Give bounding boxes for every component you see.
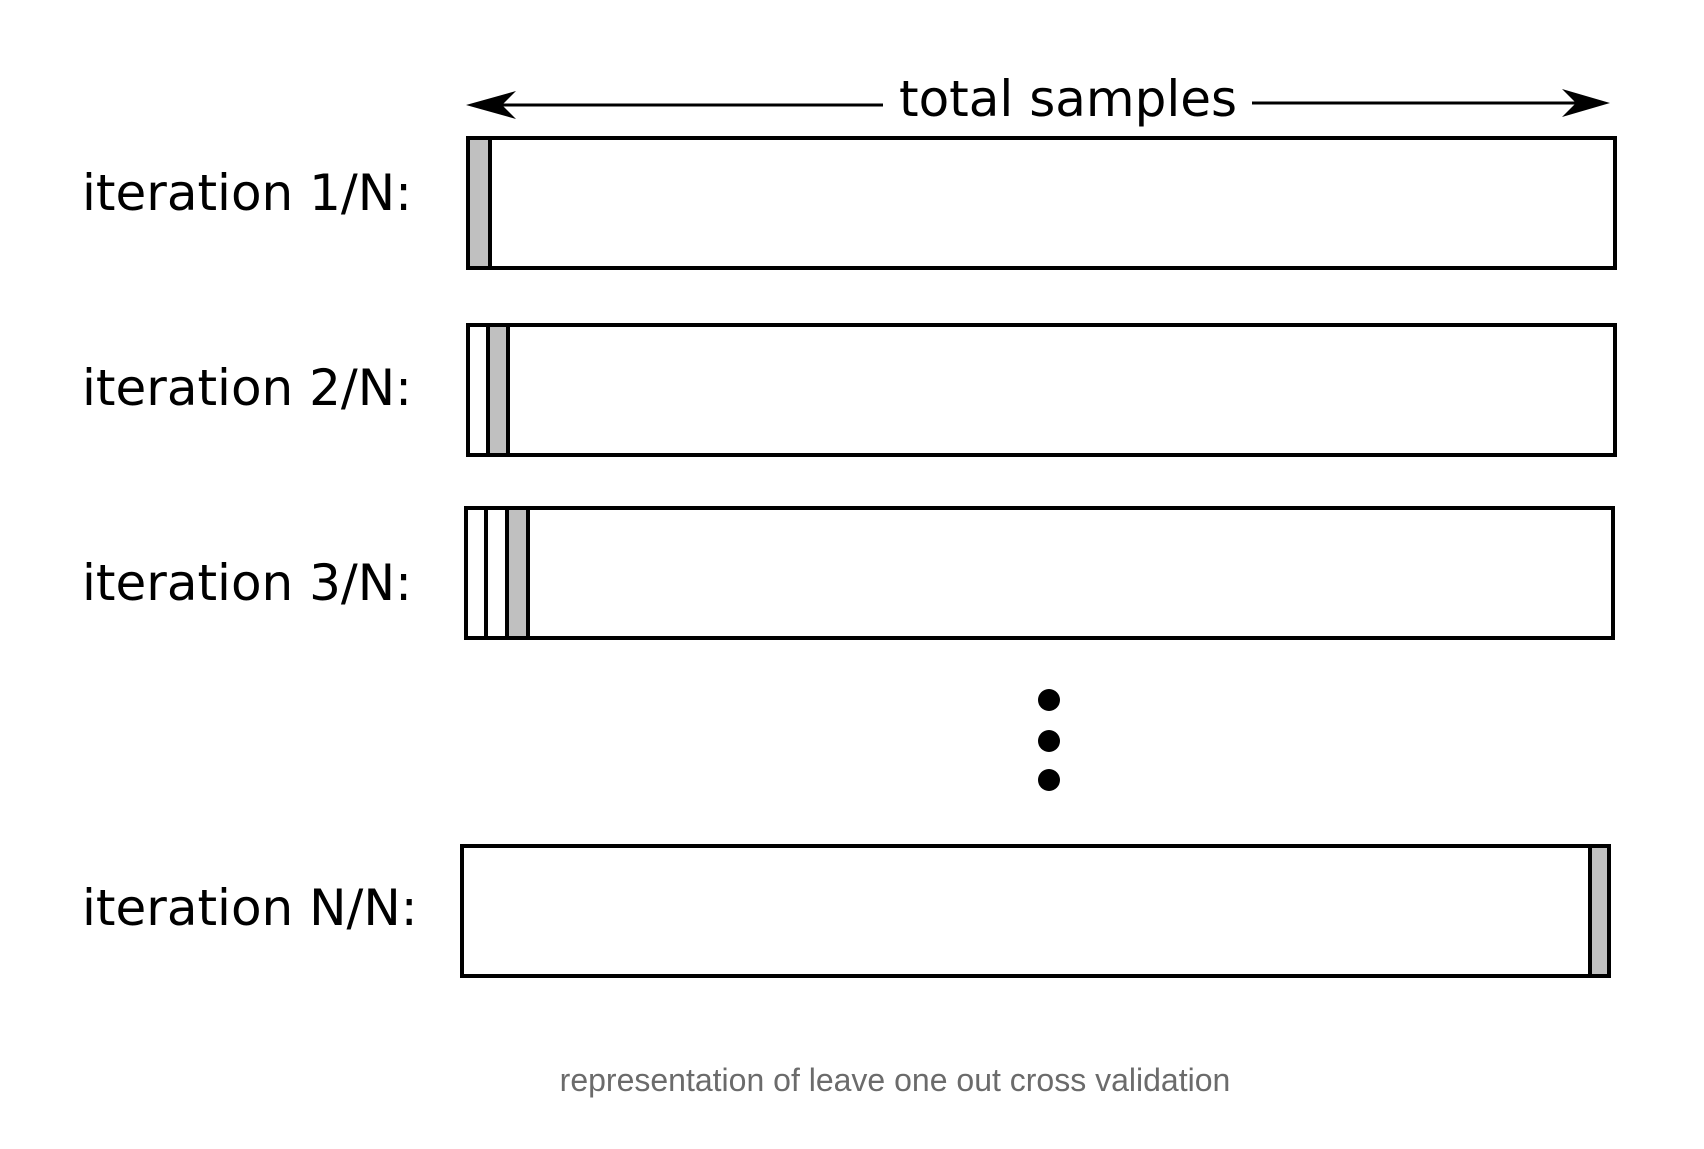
ellipsis-dot — [1038, 769, 1060, 791]
held-out-sample — [1588, 844, 1611, 978]
total-samples-label: total samples — [899, 70, 1237, 128]
iteration-label: iteration 3/N: — [82, 554, 412, 612]
iteration-label: iteration 2/N: — [82, 359, 412, 417]
held-out-sample — [505, 506, 530, 640]
iteration-row-2: iteration 2/N: — [82, 323, 1617, 457]
iteration-label: iteration N/N: — [82, 879, 418, 937]
samples-bar — [466, 323, 1617, 457]
samples-bar — [460, 844, 1611, 978]
iteration-label: iteration 1/N: — [82, 164, 412, 222]
iteration-row-n: iteration N/N: — [82, 844, 1611, 978]
samples-bar — [464, 506, 1615, 640]
iteration-row-3: iteration 3/N: — [82, 506, 1615, 640]
arrow-head-right-icon — [1562, 89, 1610, 117]
ellipsis-dot — [1038, 730, 1060, 752]
figure-caption: representation of leave one out cross va… — [559, 1062, 1231, 1098]
held-out-sample — [486, 323, 510, 457]
ellipsis-dot — [1038, 689, 1060, 711]
held-out-sample — [466, 136, 492, 270]
vertical-ellipsis-icon — [1038, 689, 1060, 791]
total-samples-arrow: total samples — [466, 70, 1610, 128]
arrow-head-left-icon — [466, 91, 516, 119]
samples-bar — [466, 136, 1617, 270]
iteration-row-1: iteration 1/N: — [82, 136, 1617, 270]
